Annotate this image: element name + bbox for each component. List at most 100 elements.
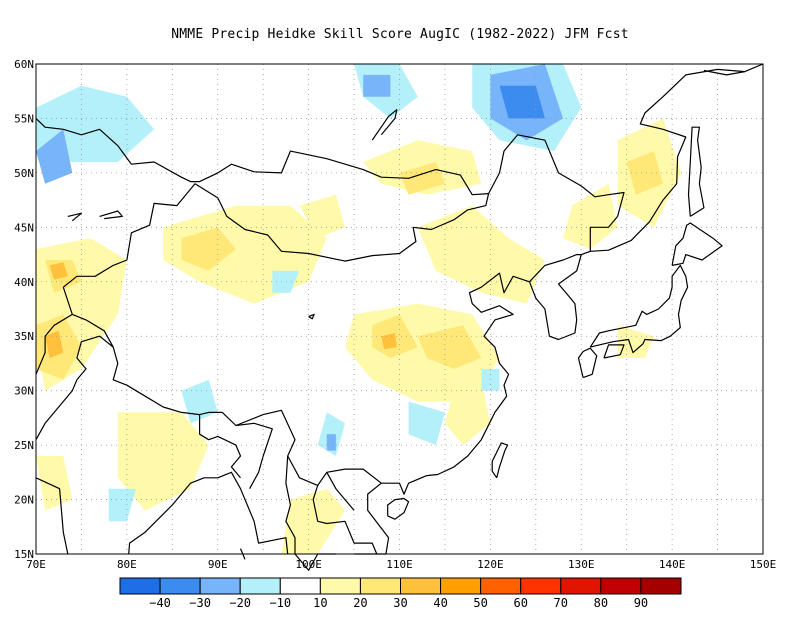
colorbar-swatch [520, 577, 562, 595]
field-patch [408, 401, 445, 446]
coastline-segment [354, 63, 764, 555]
coastline-segment [671, 222, 723, 266]
lat-tick-label: 60N [14, 58, 34, 71]
colorbar-swatch [440, 577, 482, 595]
coastline-segment [488, 134, 625, 252]
coastline-segment [35, 117, 490, 288]
coastline-segment [529, 254, 582, 283]
lat-tick-label: 15N [14, 548, 34, 561]
lon-tick-label: 130E [568, 558, 595, 571]
colorbar-swatch [319, 577, 361, 595]
colorbar-label: 30 [393, 596, 407, 610]
colorbar-swatch [400, 577, 442, 595]
field-patch [181, 227, 236, 271]
colorbar-label: −30 [189, 596, 211, 610]
latitude-labels: 15N 20N 25N 30N 35N 40N 45N 50N 55N 60N [14, 58, 34, 561]
map-frame [35, 63, 764, 555]
field-patch [272, 270, 300, 293]
field-patch [49, 262, 68, 280]
lon-tick-label: 80E [117, 558, 137, 571]
field-patch [299, 194, 345, 239]
coastline-segment [491, 442, 509, 479]
colorbar-label: 70 [554, 596, 568, 610]
lon-tick-label: 70E [26, 558, 46, 571]
coastline-segment [128, 471, 289, 555]
colorbar-swatch [560, 577, 602, 595]
field-patch [381, 333, 397, 350]
coastline-segment [99, 210, 123, 220]
colorbar-label: 40 [433, 596, 447, 610]
coastline-segment [35, 477, 69, 555]
coastline-segment [235, 422, 273, 489]
coastline-segment [35, 313, 73, 375]
field-patch [36, 456, 73, 511]
field-patch [617, 325, 654, 358]
lon-tick-label: 90E [208, 558, 228, 571]
colorbar-label: 80 [594, 596, 608, 610]
longitude-labels: 70E 80E 90E 100E 110E 120E 130E 140E 150E [26, 558, 776, 571]
colorbar-label: −10 [269, 596, 291, 610]
coastline-segment [603, 344, 625, 359]
lat-tick-label: 50N [14, 167, 34, 180]
colorbar-labels: −40 −30 −20 −10 10 20 30 40 50 60 70 80 90 [149, 596, 648, 610]
coastline-segment [387, 497, 410, 520]
field-patch [108, 488, 136, 522]
coastline-segment [703, 69, 745, 76]
coastline-segment [35, 335, 114, 440]
field-patch [499, 85, 545, 119]
colorbar-swatch [279, 577, 321, 595]
colorbar-swatch [640, 577, 682, 595]
coastline-segment [589, 264, 689, 354]
colorbar-label: 10 [313, 596, 327, 610]
lat-tick-label: 25N [14, 439, 34, 452]
colorbar-label: 20 [353, 596, 367, 610]
map-title: NMME Precip Heidke Skill Score AugIC (19… [171, 27, 629, 42]
lon-tick-label: 100E [295, 558, 322, 571]
field-patch [417, 205, 545, 304]
coastline-segment [687, 126, 705, 217]
coastline-segment [285, 455, 296, 554]
colorbar-swatch [119, 577, 161, 595]
colorbar [119, 577, 682, 595]
lon-tick-label: 150E [750, 558, 777, 571]
colorbar-label: −40 [149, 596, 171, 610]
coastlines [35, 63, 764, 571]
colorbar-swatch [600, 577, 642, 595]
colorbar-swatch [359, 577, 401, 595]
colorbar-label: 60 [513, 596, 527, 610]
colorbar-label: 90 [634, 596, 648, 610]
lat-tick-label: 40N [14, 276, 34, 289]
field-patch [326, 434, 336, 451]
lat-tick-label: 45N [14, 221, 34, 234]
field-patch [45, 330, 64, 358]
colorbar-swatch [239, 577, 281, 595]
field-patch [563, 183, 618, 250]
lat-tick-label: 30N [14, 385, 34, 398]
lat-tick-label: 55N [14, 112, 34, 125]
field-patch [117, 412, 209, 511]
lon-tick-label: 140E [659, 558, 686, 571]
coastline-segment [312, 485, 378, 555]
colorbar-swatch [159, 577, 201, 595]
colorbar-label: 50 [473, 596, 487, 610]
coastline-segment [199, 414, 242, 479]
colorbar-swatch [199, 577, 241, 595]
field-patch [417, 325, 482, 369]
field-patch [363, 74, 391, 97]
lon-tick-label: 120E [477, 558, 504, 571]
lat-tick-label: 35N [14, 330, 34, 343]
colorbar-swatch [480, 577, 522, 595]
lat-tick-label: 20N [14, 494, 34, 507]
colorbar-label: −20 [229, 596, 251, 610]
field-patch [281, 488, 345, 554]
coastline-segment [371, 109, 398, 141]
skill-score-field [36, 64, 682, 554]
coastline-segment [577, 347, 598, 379]
coastline-segment [308, 313, 315, 320]
lon-tick-label: 110E [386, 558, 413, 571]
field-patch [444, 379, 491, 446]
coastline-segment [326, 472, 355, 511]
field-patch [36, 129, 73, 184]
coastline-segment [67, 212, 83, 222]
